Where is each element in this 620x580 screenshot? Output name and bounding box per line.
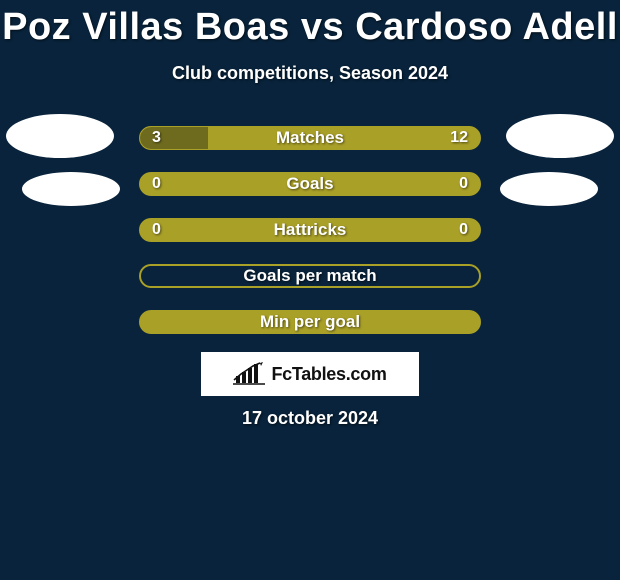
avatar-right-large (506, 114, 614, 158)
bar-hattricks-left-val: 0 (152, 219, 161, 241)
stat-bars: 3 Matches 12 0 Goals 0 0 Hattricks 0 Goa… (139, 126, 481, 356)
bar-gpm: Goals per match (139, 264, 481, 288)
brand-text: FcTables.com (271, 364, 386, 385)
bar-goals-left-val: 0 (152, 173, 161, 195)
bar-gpm-label: Goals per match (141, 266, 479, 286)
brand-logo: FcTables.com (201, 352, 419, 396)
player2-name: Cardoso Adell (355, 6, 618, 48)
vs-separator: vs (301, 6, 344, 48)
bar-goals-right-val: 0 (459, 173, 468, 195)
bar-hattricks-right-val: 0 (459, 219, 468, 241)
avatar-right-small (500, 172, 598, 206)
bar-matches-right-val: 12 (450, 127, 468, 149)
page-title: Poz Villas Boas vs Cardoso Adell (0, 0, 620, 49)
avatar-left-small (22, 172, 120, 206)
bar-matches-left-seg (140, 127, 208, 149)
bar-goals: 0 Goals 0 (139, 172, 481, 196)
bar-hattricks: 0 Hattricks 0 (139, 218, 481, 242)
player1-name: Poz Villas Boas (2, 6, 290, 48)
date-label: 17 october 2024 (0, 408, 620, 429)
bar-mpg: Min per goal (139, 310, 481, 334)
avatar-left-large (6, 114, 114, 158)
chart-icon (233, 362, 265, 386)
subtitle: Club competitions, Season 2024 (0, 63, 620, 84)
bar-mpg-label: Min per goal (140, 311, 480, 333)
bar-matches: 3 Matches 12 (139, 126, 481, 150)
bar-hattricks-label: Hattricks (140, 219, 480, 241)
bar-goals-label: Goals (140, 173, 480, 195)
